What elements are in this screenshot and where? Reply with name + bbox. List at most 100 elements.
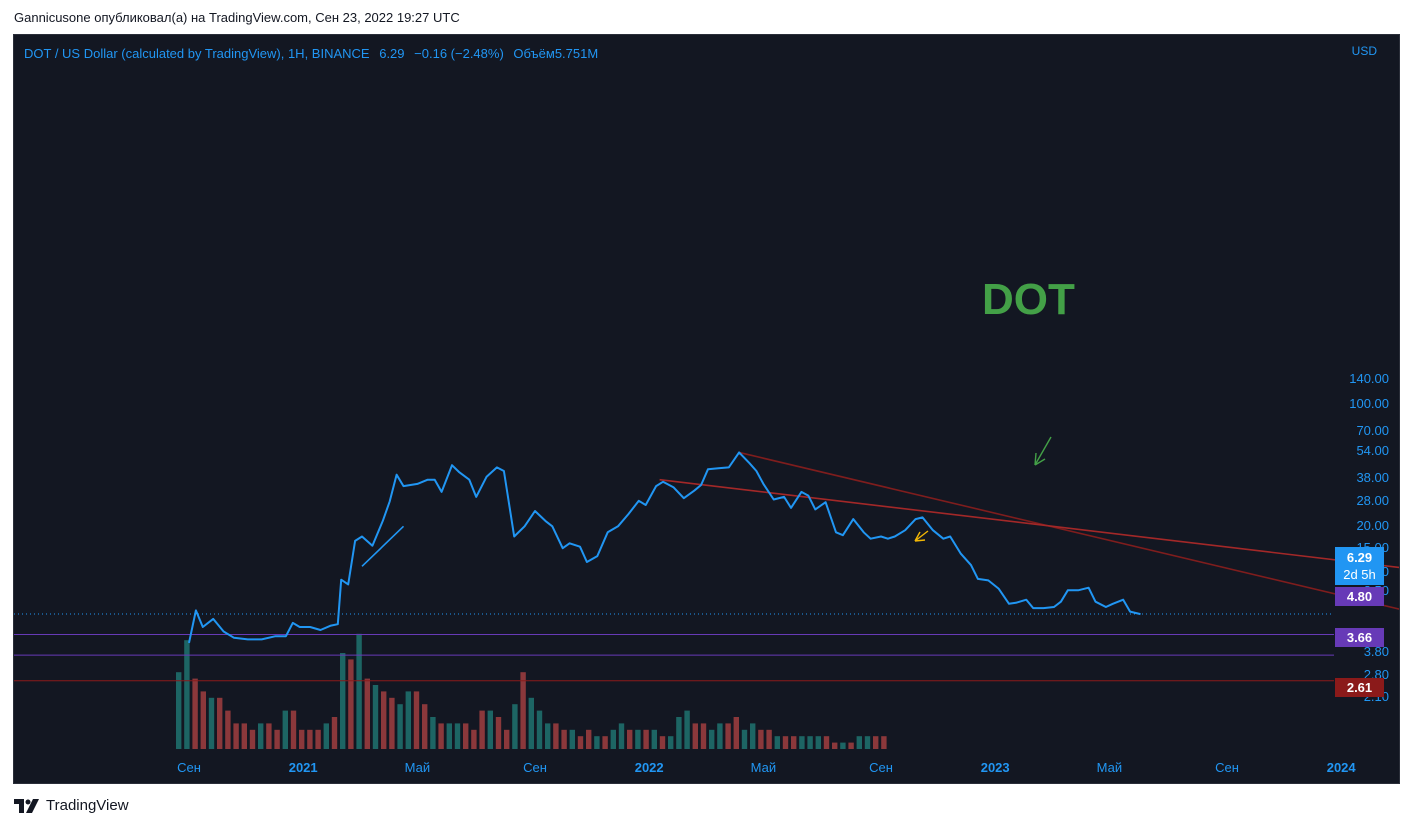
yellow-arrow-icon: [914, 530, 929, 542]
time-tick-label: 2022: [634, 760, 664, 775]
time-tick-label: Сен: [869, 760, 893, 775]
volume-bar: [323, 723, 329, 749]
volume-bar: [307, 729, 313, 749]
level-badge-3-66: 3.66: [1335, 628, 1384, 647]
volume-bar: [348, 659, 354, 749]
volume-bar: [233, 723, 239, 749]
volume-bar: [364, 678, 370, 749]
time-tick-label: Сен: [523, 760, 547, 775]
time-tick-label: Май: [750, 760, 777, 775]
volume-bar: [569, 729, 575, 749]
volume-bar: [750, 723, 756, 749]
volume-bar: [594, 736, 600, 749]
volume-bar: [372, 685, 379, 749]
volume-bar: [782, 736, 789, 749]
volume-bar: [536, 710, 543, 749]
symbol-info-bar[interactable]: DOT / US Dollar (calculated by TradingVi…: [24, 46, 604, 61]
volume-bar: [700, 723, 707, 749]
volume-bar: [799, 736, 805, 749]
volume-bar: [192, 678, 198, 749]
volume-bar: [684, 710, 690, 749]
volume-bar: [610, 729, 616, 749]
volume-bar: [577, 736, 584, 749]
volume-bar: [520, 672, 526, 749]
price-chart[interactable]: [14, 35, 1400, 784]
annotation-arrows: [914, 436, 1052, 542]
current-price-value: 6.29: [1346, 550, 1373, 565]
trendline[interactable]: [659, 478, 1400, 618]
volume-bar: [479, 710, 485, 749]
volume-bar: [504, 729, 510, 749]
tradingview-footer[interactable]: TradingView: [14, 797, 129, 814]
volume-bar: [225, 710, 231, 749]
time-tick-label: Сен: [1215, 760, 1239, 775]
volume-bar: [471, 729, 477, 749]
volume-bar: [208, 697, 215, 749]
volume-bar: [405, 691, 411, 749]
volume-bar: [290, 710, 297, 749]
volume-bar: [446, 723, 452, 749]
volume-bar: [840, 742, 846, 749]
volume-bar: [553, 723, 559, 749]
volume-bar: [258, 723, 264, 749]
price-tick-label: 140.00: [1349, 370, 1389, 386]
volume-bars: [176, 633, 887, 749]
time-tick-label: Май: [1096, 760, 1123, 775]
price-line[interactable]: [188, 451, 1141, 644]
volume-bar: [241, 723, 247, 749]
volume-bar: [274, 729, 280, 749]
volume-bar: [758, 729, 764, 749]
volume-bar: [856, 736, 862, 749]
volume-bar: [676, 717, 682, 749]
currency-label[interactable]: USD: [1351, 44, 1377, 58]
time-tick-label: Сен: [177, 760, 201, 775]
volume-bar: [413, 691, 420, 749]
volume-bar: [741, 729, 748, 749]
volume-bar: [545, 723, 551, 749]
volume-bar: [430, 717, 436, 749]
volume-bar: [586, 729, 592, 749]
volume-bar: [176, 672, 182, 749]
volume-bar: [766, 729, 772, 749]
footer-brand: TradingView: [46, 797, 129, 814]
chart-panel[interactable]: DOT / US Dollar (calculated by TradingVi…: [13, 34, 1400, 784]
volume-bar: [717, 723, 723, 749]
volume-bar: [389, 697, 395, 749]
volume-bar: [848, 742, 854, 749]
volume-bar: [340, 653, 346, 749]
dot-annotation-text: DOT: [982, 275, 1075, 324]
volume-bar: [635, 729, 641, 749]
price-tick-label: 3.80: [1363, 644, 1389, 660]
volume-bar: [873, 736, 879, 749]
volume-bar: [709, 729, 715, 749]
volume-bar: [881, 736, 887, 749]
volume-bar: [659, 736, 666, 749]
price-tick-label: 20.00: [1356, 518, 1389, 534]
volume-bar: [249, 729, 256, 749]
horizontal-levels: [14, 613, 1334, 682]
trendline[interactable]: [738, 451, 1400, 680]
time-tick-label: 2023: [980, 760, 1010, 775]
volume-bar: [200, 691, 206, 749]
volume-bar: [815, 736, 821, 749]
volume-bar: [864, 736, 871, 749]
current-price-badge: 6.29 2d 5h: [1335, 547, 1384, 585]
tradingview-logo-icon: [14, 798, 39, 813]
symbol-title[interactable]: DOT / US Dollar (calculated by TradingVi…: [24, 46, 370, 61]
volume-bar: [692, 723, 698, 749]
volume-bar: [438, 723, 444, 749]
volume-bar: [422, 704, 428, 749]
volume-bar: [512, 704, 518, 749]
price-tick-label: 100.00: [1349, 396, 1389, 412]
volume-bar: [823, 736, 830, 749]
volume-bar: [774, 736, 780, 749]
price-change: −0.16 (−2.48%): [414, 46, 504, 61]
time-tick-label: 2024: [1326, 760, 1356, 775]
volume-bar: [528, 697, 534, 749]
volume-bar: [832, 742, 838, 749]
green-arrow-icon: [1034, 436, 1052, 466]
volume-bar: [495, 717, 502, 749]
volume-bar: [668, 736, 674, 749]
volume-bar: [397, 704, 403, 749]
trendline[interactable]: [361, 525, 405, 567]
